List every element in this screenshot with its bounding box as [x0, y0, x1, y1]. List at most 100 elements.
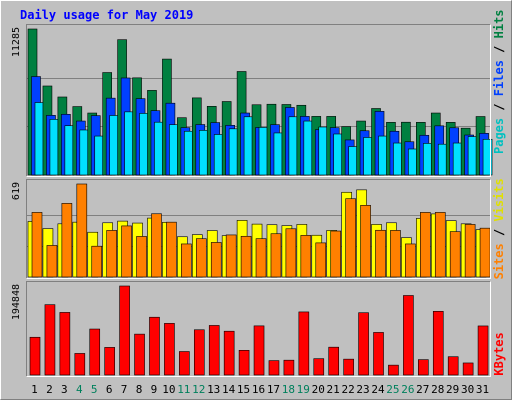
bar-visits-sites-day-18 [285, 228, 297, 278]
legend-entry-visits: Visits [492, 178, 506, 221]
x-tick-label-day-31: 31 [476, 383, 489, 396]
bar-kbytes-kbytes-day-24 [373, 332, 384, 376]
legend-entry-sep2: / [492, 38, 506, 60]
chart-title: Daily usage for May 2019 [20, 8, 193, 22]
x-tick-label-day-16: 16 [252, 383, 265, 396]
x-tick-label-day-20: 20 [312, 383, 325, 396]
legend-entry-kbytes: KBytes [492, 332, 506, 375]
bar-visits-sites-day-5 [91, 245, 103, 278]
bar-visits-sites-day-22 [345, 198, 356, 278]
panel-bevel-light-hits [26, 24, 491, 177]
x-tick-label-day-26: 26 [401, 383, 414, 396]
bar-visits-sites-day-8 [136, 236, 147, 278]
bar-kbytes-kbytes-day-15 [238, 349, 250, 376]
x-tick-label-day-25: 25 [386, 383, 399, 396]
x-tick-label-day-27: 27 [416, 383, 429, 396]
bar-kbytes-kbytes-day-27 [418, 359, 429, 376]
x-tick-label-day-23: 23 [356, 383, 369, 396]
bar-kbytes-kbytes-day-16 [253, 325, 265, 376]
x-tick-label-day-15: 15 [237, 383, 250, 396]
legend-layer: Pages / Files / Hits Sites / Visits KBytes [492, 9, 506, 375]
x-tick-label-day-13: 13 [207, 383, 220, 396]
bar-visits-sites-day-12 [195, 238, 207, 278]
legend-sites-visits: Sites / Visits [492, 178, 506, 279]
x-tick-label-day-30: 30 [461, 383, 474, 396]
bar-kbytes-kbytes-day-29 [447, 356, 459, 376]
bar-visits-sites-day-15 [240, 235, 252, 278]
bar-visits-sites-day-9 [151, 213, 162, 278]
bar-visits-sites-day-28 [434, 212, 446, 278]
legend-kbytes: KBytes [492, 332, 506, 375]
x-tick-label-day-28: 28 [431, 383, 444, 396]
x-tick-label-day-9: 9 [151, 383, 158, 396]
x-tick-label-day-14: 14 [222, 383, 236, 396]
legend-entry-sites: Sites [492, 243, 506, 279]
bar-kbytes-kbytes-day-9 [149, 316, 160, 376]
bar-kbytes-kbytes-day-7 [119, 285, 130, 376]
bar-hits-pages-day-31 [482, 138, 493, 176]
bar-kbytes-kbytes-day-6 [104, 347, 115, 376]
x-tick-label-day-18: 18 [282, 383, 295, 396]
panel-visits: 619 [11, 179, 491, 279]
x-tick-label-day-3: 3 [61, 383, 68, 396]
bar-visits-sites-day-20 [315, 242, 327, 278]
bar-visits-sites-day-7 [121, 225, 132, 278]
x-tick-label-day-21: 21 [327, 383, 340, 396]
bar-visits-sites-day-19 [300, 235, 312, 278]
x-tick-label-day-24: 24 [371, 383, 385, 396]
bar-kbytes-kbytes-day-8 [134, 333, 145, 376]
bar-kbytes-kbytes-day-11 [179, 351, 190, 376]
bar-kbytes-kbytes-day-28 [432, 311, 444, 376]
x-tick-label-day-17: 17 [267, 383, 280, 396]
panels-layer: 11285 619 194848 [11, 24, 493, 377]
panel-bevel-dark-hits [26, 24, 491, 177]
legend-entry-sep3: / [492, 222, 506, 244]
x-tick-label-day-22: 22 [341, 383, 354, 396]
bar-visits-sites-day-25 [390, 230, 401, 278]
x-tick-label-day-29: 29 [446, 383, 459, 396]
bar-visits-sites-day-4 [76, 183, 88, 278]
panel-hits: 11285 [11, 24, 493, 177]
x-tick-label-day-8: 8 [136, 383, 143, 396]
bar-visits-sites-day-17 [270, 233, 282, 278]
x-tick-label-day-12: 12 [192, 383, 205, 396]
bar-kbytes-kbytes-day-25 [388, 364, 399, 376]
legend-entry-files: Files [492, 60, 506, 96]
bar-kbytes-kbytes-day-19 [298, 311, 310, 376]
panel-bevel-light-visits [26, 179, 491, 279]
x-tick-label-day-1: 1 [31, 383, 38, 396]
bar-kbytes-kbytes-day-18 [283, 359, 295, 376]
legend-entry-sep1: / [492, 96, 506, 118]
bar-kbytes-kbytes-day-31 [477, 325, 489, 376]
bar-kbytes-kbytes-day-20 [313, 358, 325, 376]
max-label-kbytes: 194848 [11, 284, 22, 320]
bar-visits-sites-day-24 [375, 229, 386, 278]
panel-bevel-dark-visits [26, 179, 491, 279]
bar-kbytes-kbytes-day-22 [343, 358, 354, 376]
x-tick-label-day-2: 2 [46, 383, 53, 396]
legend-hits-files-pages: Pages / Files / Hits [492, 9, 506, 154]
bar-kbytes-kbytes-day-5 [89, 328, 101, 376]
bar-kbytes-kbytes-day-13 [208, 325, 220, 376]
bar-kbytes-kbytes-day-30 [462, 362, 474, 376]
panel-bevel-light-kbytes [26, 281, 491, 377]
bar-kbytes-kbytes-day-3 [59, 312, 71, 376]
bar-kbytes-kbytes-day-10 [164, 323, 175, 376]
bar-visits-sites-day-29 [449, 231, 461, 278]
panel-bevel-dark-kbytes [26, 281, 491, 377]
bar-visits-sites-day-27 [420, 212, 431, 278]
x-tick-label-day-4: 4 [76, 383, 83, 396]
bar-kbytes-kbytes-day-17 [268, 360, 280, 376]
bar-kbytes-kbytes-day-26 [403, 295, 414, 376]
bar-visits-sites-day-31 [479, 227, 491, 278]
bar-visits-sites-day-13 [210, 242, 222, 278]
bar-kbytes-kbytes-day-12 [193, 329, 205, 376]
bar-kbytes-kbytes-day-2 [44, 304, 56, 376]
bar-visits-sites-day-11 [181, 243, 192, 278]
legend-entry-pages: Pages [492, 118, 506, 154]
max-label-visits: 619 [11, 182, 22, 200]
bar-kbytes-kbytes-day-14 [223, 330, 235, 376]
